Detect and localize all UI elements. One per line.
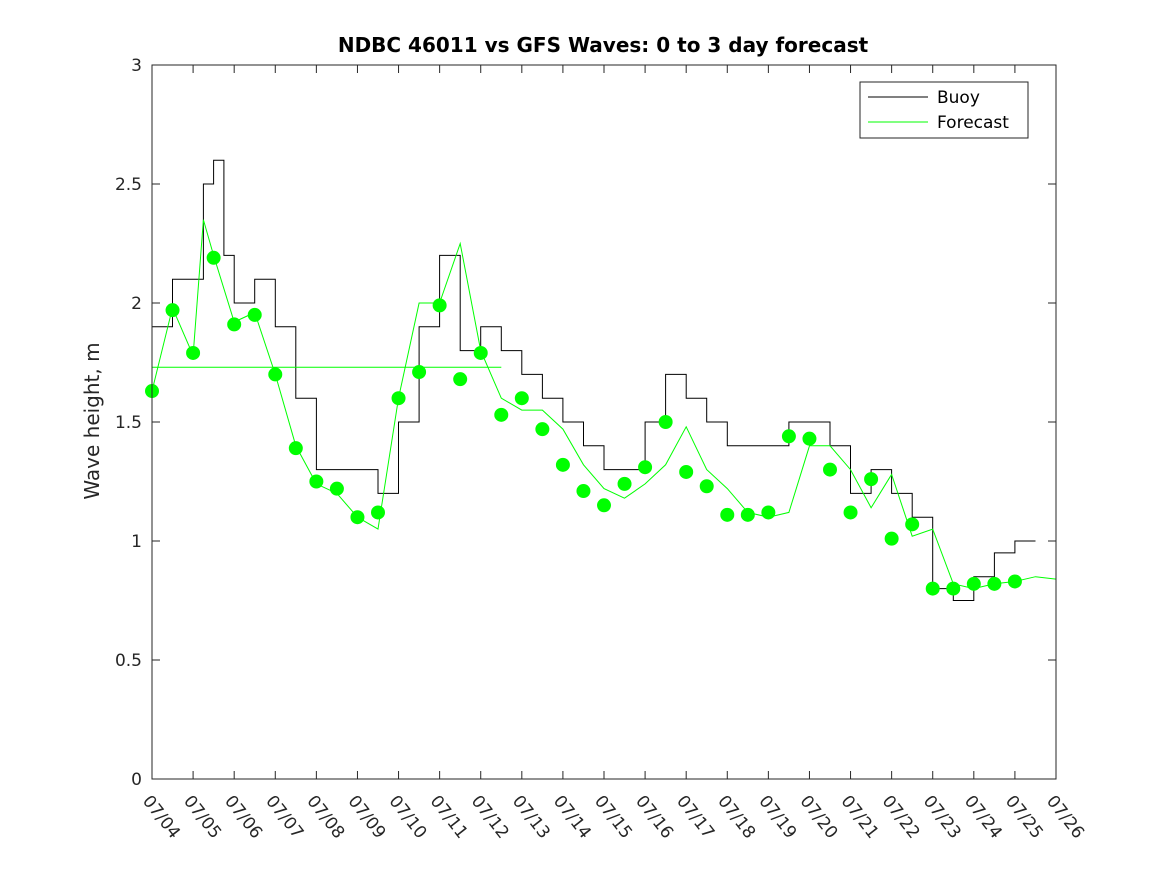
forecast-marker — [350, 510, 365, 525]
plot-frame — [151, 64, 1057, 780]
forecast-marker — [946, 581, 961, 596]
forecast-marker — [987, 576, 1002, 591]
forecast-marker — [761, 505, 776, 520]
forecast-marker — [247, 307, 262, 322]
forecast-marker — [288, 441, 303, 456]
forecast-marker — [371, 505, 385, 520]
forecast-marker — [514, 391, 529, 406]
forecast-marker — [617, 476, 632, 491]
forecast-marker — [864, 472, 879, 487]
forecast-marker — [555, 457, 570, 472]
forecast-marker — [165, 303, 180, 318]
forecast-marker — [884, 531, 899, 546]
forecast-marker — [679, 464, 694, 479]
forecast-marker — [638, 460, 653, 475]
forecast-marker — [186, 345, 201, 360]
forecast-marker — [494, 407, 509, 422]
forecast-markers — [145, 250, 1022, 596]
forecast-marker — [843, 505, 858, 520]
forecast-marker — [905, 517, 920, 532]
forecast-marker — [391, 391, 406, 406]
forecast-marker — [227, 317, 242, 332]
y-tick-label: 1.5 — [115, 413, 142, 433]
forecast-marker — [699, 479, 714, 494]
forecast-marker — [720, 507, 735, 522]
y-axis-label: Wave height, m — [80, 342, 104, 499]
forecast-marker — [966, 576, 981, 591]
legend-buoy-label: Buoy — [937, 88, 980, 108]
legend-forecast-label: Forecast — [937, 113, 1009, 133]
forecast-marker — [535, 422, 550, 437]
forecast-marker — [268, 367, 283, 382]
forecast-marker — [597, 498, 611, 513]
y-tick-label: 2 — [131, 294, 142, 314]
buoy-series-line — [152, 159, 1036, 601]
forecast-marker — [658, 415, 673, 429]
legend: Buoy Forecast — [859, 81, 1029, 139]
forecast-marker — [473, 345, 488, 360]
forecast-marker — [802, 431, 817, 446]
forecast-marker — [925, 581, 940, 596]
plot-lines — [151, 159, 1057, 601]
chart-title: NDBC 46011 vs GFS Waves: 0 to 3 day fore… — [338, 33, 869, 57]
y-tick-label: 0.5 — [115, 651, 142, 671]
forecast-series-line — [151, 219, 1057, 590]
forecast-marker — [412, 365, 427, 380]
forecast-marker — [206, 250, 221, 265]
forecast-marker — [576, 484, 591, 499]
legend-box — [859, 81, 1029, 139]
forecast-marker — [1007, 574, 1022, 589]
forecast-marker — [432, 298, 447, 313]
plot-area — [152, 65, 1056, 779]
y-tick-label: 3 — [131, 56, 142, 76]
forecast-marker — [329, 481, 344, 496]
y-tick-label: 1 — [131, 532, 142, 552]
y-tick-label: 0 — [131, 770, 142, 790]
forecast-marker — [740, 507, 755, 522]
forecast-marker — [823, 462, 837, 477]
forecast-marker — [309, 474, 324, 489]
forecast-marker — [453, 372, 468, 387]
forecast-marker — [781, 429, 796, 444]
y-tick-label: 2.5 — [115, 175, 142, 195]
